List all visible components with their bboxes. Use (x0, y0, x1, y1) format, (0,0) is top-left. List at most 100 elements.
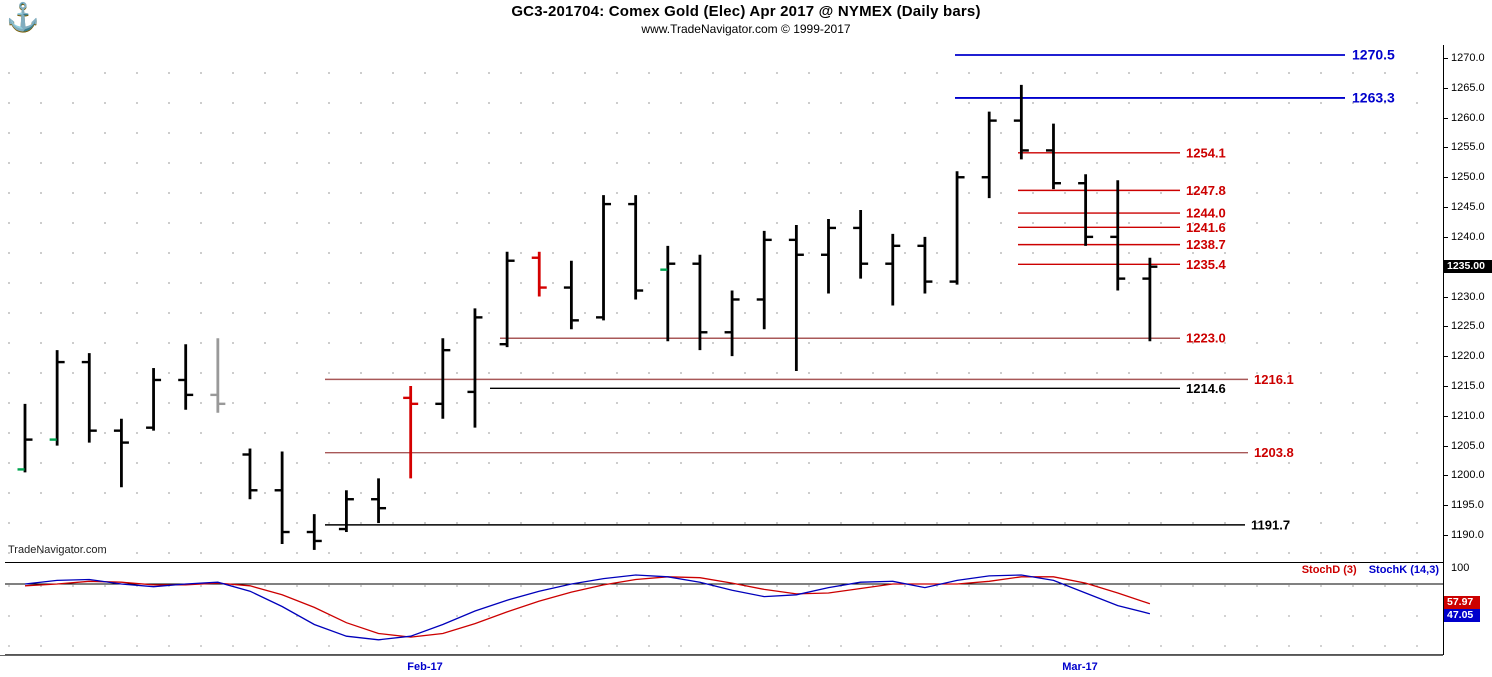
chart-title: GC3-201704: Comex Gold (Elec) Apr 2017 @… (511, 3, 981, 20)
time-axis-label: Mar-17 (1062, 661, 1098, 673)
price-level-label: 1191.7 (1251, 517, 1290, 532)
price-tick-mark (1444, 535, 1448, 536)
stoch-k-value-box: 47.05 (1444, 608, 1480, 622)
ohlc-bar[interactable] (1045, 123, 1061, 190)
price-level-label: 1223.0 (1186, 331, 1226, 346)
price-tick-label: 1245.0 (1451, 201, 1485, 214)
price-level-label: 1241.6 (1186, 220, 1226, 235)
ohlc-bar[interactable] (403, 385, 419, 479)
price-tick-label: 1220.0 (1451, 350, 1485, 363)
price-tick-label: 1270.0 (1451, 52, 1485, 64)
price-axis[interactable]: 1270.0 1265.0 1260.0 1255.0 1250.0 1245.0 1240… (1443, 45, 1492, 655)
ohlc-bar[interactable] (210, 338, 226, 413)
price-tick-label: 1230.0 (1451, 290, 1485, 303)
ohlc-bar[interactable] (628, 195, 644, 300)
ohlc-bar[interactable] (1078, 174, 1094, 246)
price-tick-mark (1444, 415, 1448, 417)
price-tick-label: 1190.0 (1451, 529, 1484, 541)
price-tick-mark (1444, 505, 1448, 507)
price-tick-label: 1215.0 (1451, 379, 1485, 392)
anchor-icon: ⚓ (6, 2, 40, 32)
price-tick-label: 1250.0 (1451, 171, 1485, 184)
price-tick-label: 1200.0 (1451, 469, 1485, 482)
price-tick-mark (1444, 87, 1448, 89)
price-tick-label: 1225.0 (1451, 320, 1485, 333)
price-tick-label: 1195.0 (1451, 499, 1484, 512)
ohlc-bar[interactable] (917, 236, 933, 294)
price-tick-mark (1444, 236, 1448, 238)
stoch-d-legend[interactable]: StochD (3) (1301, 564, 1357, 576)
ohlc-bar[interactable] (853, 210, 869, 279)
ohlc-bar[interactable] (660, 245, 676, 342)
ohlc-bar[interactable] (113, 418, 129, 488)
price-level-label: 1263.3 (1352, 89, 1395, 105)
ohlc-bar[interactable] (756, 230, 772, 330)
ohlc-bar[interactable] (596, 195, 612, 321)
ohlc-bar[interactable] (178, 344, 194, 410)
ohlc-bar[interactable] (724, 290, 740, 357)
price-tick-mark (1444, 296, 1448, 298)
ohlc-bar[interactable] (338, 490, 354, 533)
ohlc-bar[interactable] (563, 260, 579, 330)
ohlc-bar[interactable] (981, 111, 997, 199)
price-level-label: 1244.0 (1186, 206, 1226, 221)
price-level-label: 1203.8 (1254, 445, 1294, 460)
ohlc-bar[interactable] (242, 448, 258, 500)
price-tick-label: 1255.0 (1451, 141, 1485, 154)
price-tick-label: 1265.0 (1451, 81, 1485, 94)
ohlc-bar[interactable] (274, 451, 290, 544)
price-level-label: 1235.4 (1186, 257, 1227, 272)
price-chart-area[interactable]: 1270.5 1263.3 1254.1 1247.8 1244.0 1241.6 1238… (5, 45, 1443, 560)
last-price-box: 1235.00 (1444, 259, 1492, 273)
ohlc-bar[interactable] (788, 224, 804, 372)
price-tick-label: 1260.0 (1451, 111, 1485, 124)
stoch-d-line (24, 576, 1151, 638)
stochastic-svg[interactable] (5, 563, 1443, 655)
price-tick-mark (1444, 385, 1448, 387)
ohlc-bar[interactable] (885, 233, 901, 306)
price-level-label: 1247.8 (1186, 183, 1226, 198)
ohlc-bar[interactable] (467, 308, 483, 428)
indicator-legend: StochD (3) StochK (14,3) (1302, 564, 1439, 576)
ohlc-bar[interactable] (435, 338, 451, 419)
ohlc-bar[interactable] (81, 353, 97, 443)
ohlc-bar[interactable] (146, 368, 162, 431)
time-axis-label: Feb-17 (407, 661, 443, 673)
ohlc-bar[interactable] (692, 254, 708, 351)
ohlc-bar[interactable] (1013, 84, 1029, 160)
ohlc-bar[interactable] (499, 251, 515, 348)
ohlc-bar[interactable] (821, 218, 836, 294)
stoch-k-legend[interactable]: StochK (14,3) (1368, 564, 1439, 576)
stoch-scale-top-label: 100 (1451, 562, 1470, 574)
price-level-label: 1238.7 (1186, 237, 1226, 252)
time-axis[interactable]: Feb-17 Mar-17 (0, 655, 1443, 677)
price-level-label: 1214.6 (1186, 381, 1226, 396)
ohlc-bar[interactable] (1142, 257, 1158, 342)
price-tick-label: 1240.0 (1451, 230, 1485, 243)
price-tick-mark (1444, 207, 1448, 209)
price-tick-mark (1444, 58, 1448, 59)
price-tick-label: 1210.0 (1451, 409, 1485, 422)
price-level-label: 1216.1 (1254, 372, 1294, 387)
ohlc-bar[interactable] (949, 171, 965, 285)
watermark: TradeNavigator.com (8, 544, 107, 556)
price-tick-mark (1444, 147, 1448, 149)
price-tick-mark (1444, 475, 1448, 477)
ohlc-bar[interactable] (49, 350, 65, 446)
stochastic-panel[interactable] (5, 562, 1443, 655)
stoch-d-value-box: 57.97 (1444, 595, 1480, 609)
ohlc-bar[interactable] (306, 514, 322, 550)
price-tick-mark (1444, 356, 1448, 358)
price-tick-mark (1444, 445, 1448, 447)
ohlc-bar[interactable] (371, 478, 387, 524)
price-tick-mark (1444, 177, 1448, 179)
ohlc-bar[interactable] (531, 251, 547, 297)
ohlc-bar[interactable] (17, 403, 33, 473)
price-tick-mark (1444, 117, 1448, 119)
price-tick-label: 1205.0 (1451, 439, 1485, 452)
chart-subtitle: www.TradeNavigator.com © 1999-2017 (641, 22, 851, 36)
stoch-k-line (24, 574, 1151, 641)
ohlc-bar[interactable] (1110, 180, 1126, 291)
